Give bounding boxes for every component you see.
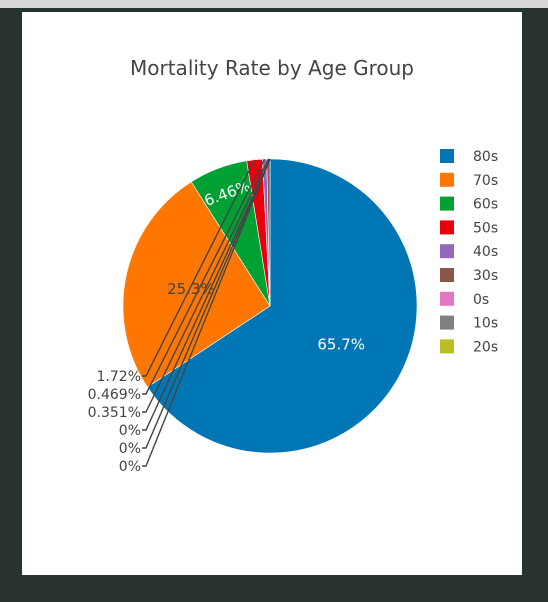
legend-label: 10s: [473, 316, 498, 332]
legend-swatch: [440, 149, 454, 163]
legend-label: 50s: [473, 220, 498, 236]
legend-item-30s[interactable]: 30s: [440, 268, 498, 284]
leader-line-50s: [142, 159, 256, 377]
legend-item-70s[interactable]: 70s: [440, 172, 498, 189]
legend-item-60s[interactable]: 60s: [440, 196, 498, 213]
legend-label: 40s: [473, 244, 498, 260]
legend-swatch: [440, 244, 454, 259]
pie-slices: [122, 158, 418, 454]
slice-80s[interactable]: [146, 158, 418, 454]
legend-item-50s[interactable]: 50s: [440, 220, 498, 236]
window-top-bar: [0, 0, 548, 8]
legend-swatch: [440, 315, 454, 330]
slice-label-0s: 0%: [119, 423, 141, 439]
slice-label-50s: 1.72%: [97, 369, 141, 385]
legend-swatch: [440, 291, 454, 306]
legend-label: 30s: [473, 268, 498, 284]
legend-item-40s[interactable]: 40s: [440, 244, 498, 260]
legend-label: 20s: [473, 339, 498, 355]
slice-70s[interactable]: [122, 181, 271, 388]
legend-label: 60s: [473, 197, 498, 213]
slice-label-20s: 0%: [119, 459, 141, 475]
legend-swatch: [440, 196, 454, 211]
legend-swatch: [440, 339, 454, 354]
legend-item-10s[interactable]: 10s: [440, 315, 498, 332]
leader-line-10s: [142, 158, 271, 449]
leader-line-20s: [142, 158, 271, 467]
chart-panel: Mortality Rate by Age Group 65.7% 25.3% 6.…: [22, 12, 522, 575]
pie-chart: Mortality Rate by Age Group 65.7%25.3%6.…: [88, 56, 499, 475]
chart-title: Mortality Rate by Age Group: [130, 56, 414, 80]
leader-line-40s: [142, 158, 266, 395]
legend-item-80s[interactable]: 80s: [440, 149, 498, 165]
slice-labels-outside: 1.72% 0.469% 0.351% 0% 0% 0%: [88, 158, 271, 475]
legend-swatch: [440, 220, 454, 235]
slice-label-80s: 65.7%: [317, 335, 365, 353]
legend-label: 70s: [473, 173, 498, 189]
leader-line-30s: [142, 158, 270, 413]
legend-item-20s[interactable]: 20s: [440, 339, 498, 355]
slice-label-40s: 0.469%: [88, 387, 141, 403]
slice-label-10s: 0%: [119, 441, 141, 457]
legend-label: 0s: [473, 292, 489, 308]
leader-line-0s: [142, 158, 271, 431]
legend-swatch: [440, 172, 454, 187]
legend: 80s 70s 60s 50s 40s 30s 0s 10s 20s: [440, 149, 498, 355]
legend-item-0s[interactable]: 0s: [440, 291, 489, 308]
legend-swatch: [440, 268, 454, 282]
slice-label-30s: 0.351%: [88, 405, 141, 421]
legend-label: 80s: [473, 149, 498, 165]
